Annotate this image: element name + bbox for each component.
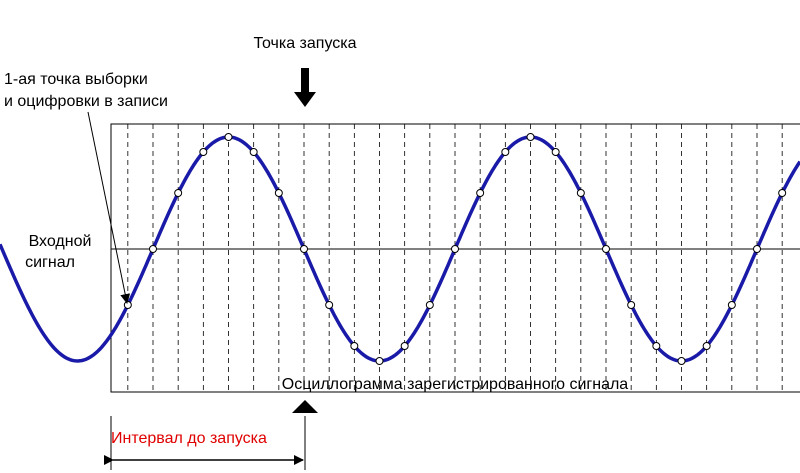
sample-point — [325, 301, 334, 309]
sample-point — [602, 245, 610, 253]
record-frame — [110, 123, 800, 393]
sample-point — [753, 245, 761, 253]
sample-grid — [127, 124, 783, 392]
sample-point — [627, 301, 636, 309]
trigger-label: Точка запуска — [253, 35, 356, 52]
sample-point — [224, 133, 233, 141]
sample-point — [400, 341, 409, 350]
trigger-arrow — [294, 68, 316, 107]
input-label: Входной — [29, 233, 92, 250]
record-caption: Осциллограмма зарегистрированного сигнал… — [282, 376, 629, 393]
sample-point — [274, 189, 283, 197]
sample-point — [727, 301, 736, 309]
trigger-marker — [292, 400, 318, 413]
sample-point — [576, 189, 585, 197]
sample-point — [375, 357, 384, 365]
sample-point — [149, 245, 157, 253]
sample-point — [199, 148, 208, 157]
sample-point — [652, 341, 661, 350]
sample-point — [300, 245, 308, 253]
sample-point — [778, 189, 787, 197]
sample-point — [451, 245, 459, 253]
sample-point — [350, 341, 359, 350]
sample-point — [425, 301, 434, 309]
sample-point — [249, 148, 258, 157]
sample-point — [677, 357, 686, 365]
pointer-arrow — [87, 111, 131, 304]
sample-point — [476, 189, 485, 197]
sample-points — [123, 133, 787, 365]
sample-point — [123, 301, 132, 309]
sample-point — [174, 189, 183, 197]
pretrigger-label: Интервал до запуска — [111, 430, 267, 447]
first-sample-label: и оцифровки в записи — [4, 93, 168, 110]
input-label: сигнал — [25, 254, 75, 271]
sample-point — [526, 133, 535, 141]
signal-wave — [0, 135, 800, 363]
sample-point — [702, 341, 711, 350]
sample-point — [501, 148, 510, 157]
sample-point — [551, 148, 560, 157]
first-sample-label: 1-ая точка выборки — [4, 71, 148, 88]
